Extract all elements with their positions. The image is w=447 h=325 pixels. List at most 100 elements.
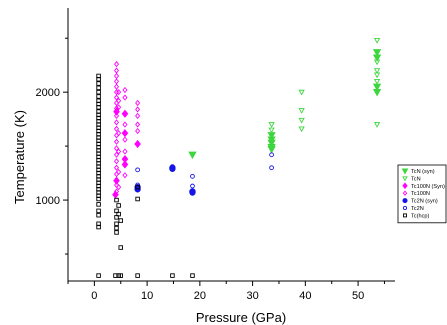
data-point (116, 130, 122, 137)
data-point (96, 224, 101, 230)
series-2 (112, 107, 141, 199)
data-point (114, 151, 120, 158)
data-point (372, 49, 382, 57)
series-5 (135, 152, 274, 189)
legend-label: TcN (syn) (411, 169, 435, 175)
data-point (135, 273, 140, 278)
legend-label: Tc100N (Syn) (411, 184, 445, 190)
legend: TcN (syn)TcN Tc100N (Syn)Tc100N Tc2N (syn)… (397, 164, 447, 224)
data-point (116, 211, 121, 217)
x-tick-label: 40 (299, 290, 311, 302)
data-point (188, 151, 197, 160)
data-point (114, 78, 120, 85)
data-point (114, 230, 119, 235)
x-tick-label: 30 (246, 290, 258, 302)
data-point (267, 146, 276, 154)
data-point (96, 105, 101, 110)
data-point (116, 97, 122, 104)
legend-marker (401, 168, 409, 175)
legend-label: Tc2N (411, 206, 424, 212)
data-point (298, 126, 305, 133)
data-point (116, 89, 122, 96)
data-point (116, 203, 121, 208)
series-0 (188, 49, 382, 160)
data-point (114, 158, 120, 165)
data-point (114, 197, 119, 203)
data-point (134, 139, 141, 149)
data-point (114, 164, 120, 171)
data-point (135, 121, 141, 128)
data-point (269, 152, 274, 158)
data-point (114, 188, 120, 195)
data-point (96, 85, 101, 91)
data-point (372, 54, 382, 62)
legend-label: TcN (411, 176, 421, 182)
data-point (170, 164, 175, 169)
data-point (114, 119, 120, 126)
series-3 (114, 60, 141, 195)
data-point (121, 109, 129, 118)
data-point (122, 136, 128, 143)
data-point (116, 184, 122, 191)
data-point (268, 122, 275, 128)
data-point (96, 89, 101, 95)
data-point (118, 218, 123, 223)
data-point (122, 148, 128, 155)
data-point (135, 184, 140, 190)
data-point (373, 38, 381, 44)
data-point (96, 81, 101, 86)
data-point (189, 189, 196, 196)
data-point (190, 183, 195, 189)
data-point (122, 94, 128, 101)
data-point (116, 104, 122, 111)
y-tick-label: 2000 (36, 87, 60, 99)
legend-marker (402, 176, 408, 182)
legend-marker (402, 190, 408, 196)
legend-marker (402, 182, 408, 190)
data-point (118, 245, 123, 250)
data-point (114, 60, 120, 68)
data-point (114, 221, 119, 227)
data-point (118, 273, 123, 278)
data-point (96, 94, 101, 99)
data-point (269, 165, 274, 171)
x-tick-label: 20 (194, 290, 206, 302)
data-point (135, 196, 140, 202)
series-1 (268, 38, 381, 134)
data-point (373, 59, 381, 66)
data-point (96, 273, 101, 278)
y-tick-label: 1000 (36, 195, 60, 207)
data-point (116, 148, 122, 155)
data-point (114, 145, 120, 152)
data-point (121, 129, 129, 138)
data-point (114, 105, 120, 112)
data-point (135, 167, 140, 173)
data-point (135, 99, 141, 107)
data-point (267, 139, 276, 148)
data-point (190, 173, 195, 179)
data-point (135, 106, 141, 113)
data-point (135, 112, 141, 120)
data-point (298, 108, 305, 114)
x-tick-label: 0 (91, 290, 97, 302)
data-point (122, 172, 128, 179)
data-point (114, 112, 120, 120)
data-point (372, 88, 382, 97)
data-point (114, 72, 120, 80)
legend-label: Tc(hcp) (411, 213, 429, 219)
data-point (373, 79, 381, 85)
series-6 (96, 73, 195, 278)
data-point (190, 273, 195, 278)
data-point (114, 138, 120, 145)
data-point (373, 72, 381, 79)
legend-label: Tc2N (syn) (411, 199, 438, 205)
data-point (96, 212, 101, 218)
data-point (113, 176, 120, 185)
y-axis-label: Temperature (K) (12, 110, 27, 204)
x-tick-label: 50 (352, 290, 364, 302)
data-point (298, 89, 305, 96)
data-point (96, 76, 101, 82)
data-point (373, 122, 381, 128)
legend-marker (402, 198, 408, 204)
